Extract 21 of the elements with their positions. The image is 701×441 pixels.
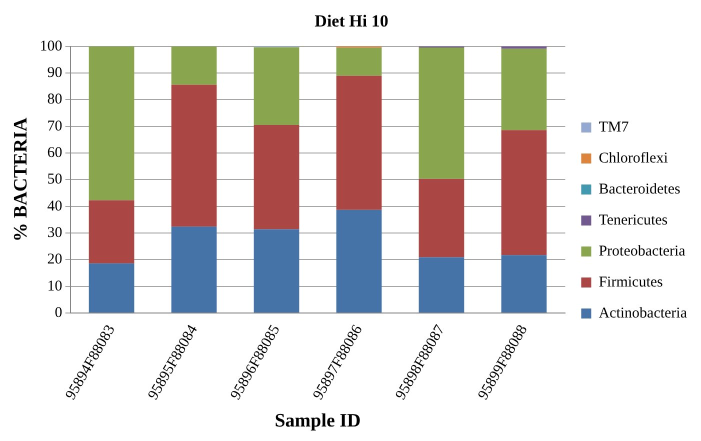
y-tick-label: 100 — [40, 38, 62, 54]
y-axis-title: % BACTERIA — [10, 117, 32, 242]
chart-title: Diet Hi 10 — [314, 12, 388, 31]
legend-label: Actinobacteria — [598, 305, 688, 322]
legend-label: Bacteroidetes — [598, 181, 681, 198]
y-tick-label: 60 — [47, 144, 62, 161]
legend-label: Firmicutes — [598, 274, 664, 290]
y-tick-label: 90 — [47, 65, 62, 81]
y-tick-label: 70 — [47, 118, 62, 134]
legend-label: TM7 — [598, 119, 630, 136]
legend-label: Proteobacteria — [598, 243, 686, 260]
y-tick-label: 80 — [47, 92, 62, 108]
legend-label: Tenericutes — [598, 212, 668, 228]
x-axis-title: Sample ID — [274, 410, 361, 432]
y-tick-label: 30 — [47, 224, 62, 241]
y-tick-label: 50 — [47, 172, 62, 188]
legend-label: Chloroflexi — [598, 150, 668, 166]
y-tick-label: 40 — [47, 198, 62, 214]
y-tick-label: 0 — [54, 304, 62, 321]
y-tick-label: 10 — [47, 278, 62, 294]
y-tick-label: 20 — [47, 252, 62, 268]
